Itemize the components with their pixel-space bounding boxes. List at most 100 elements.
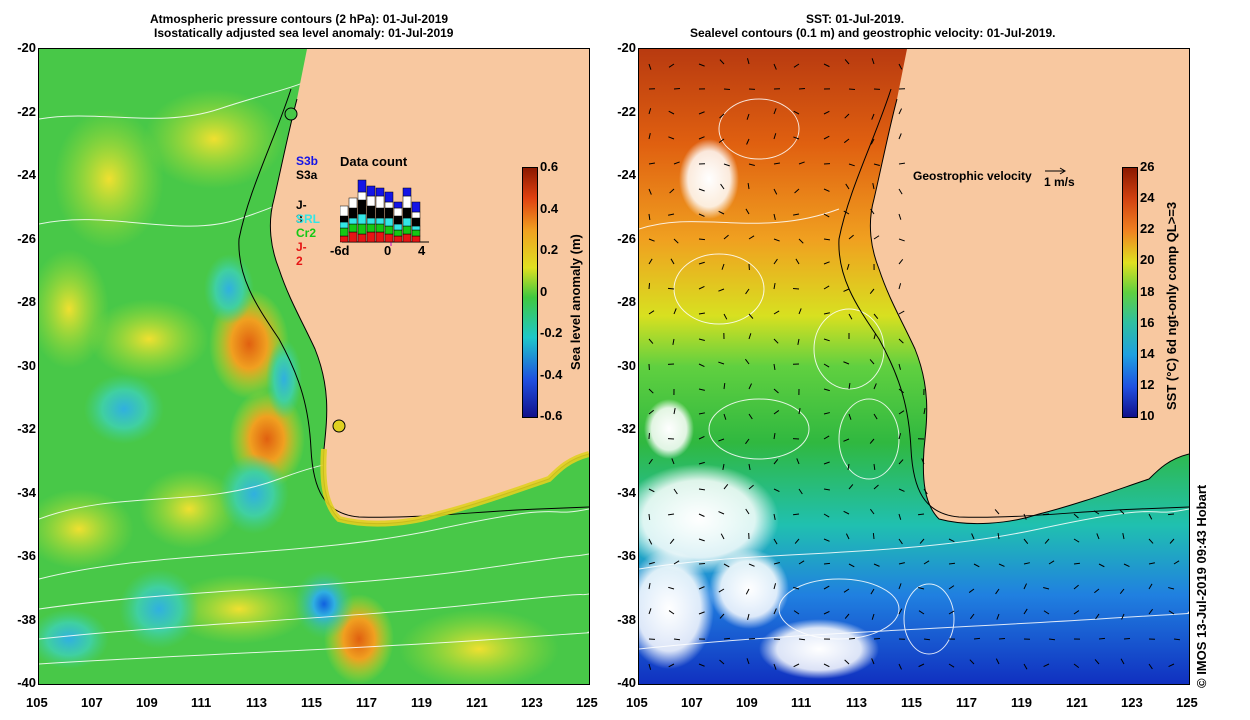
x-tick-label: 117	[356, 695, 377, 710]
velocity-arrow	[823, 513, 830, 518]
velocity-arrow	[793, 213, 800, 216]
histogram-bar-segment	[411, 201, 421, 213]
x-tick-label: 109	[736, 695, 758, 710]
sst-map[interactable]	[638, 48, 1190, 685]
velocity-arrow	[898, 562, 905, 565]
velocity-arrow	[648, 213, 651, 221]
satellite-legend-item: S3a	[296, 168, 318, 182]
sea-level-colorbar	[522, 167, 538, 418]
velocity-arrow	[923, 638, 931, 641]
velocity-arrow	[870, 588, 875, 595]
station-marker[interactable]	[284, 107, 298, 121]
histogram-bar-segment	[366, 217, 376, 225]
velocity-arrow	[698, 611, 705, 615]
velocity-arrow	[898, 310, 905, 315]
histogram-bar-segment	[357, 233, 367, 243]
velocity-arrow	[948, 663, 955, 668]
velocity-arrow	[745, 358, 750, 365]
velocity-arrow	[773, 432, 776, 440]
velocity-arrow	[997, 532, 1000, 540]
velocity-arrow	[773, 188, 778, 195]
velocity-arrow	[1043, 663, 1050, 668]
velocity-arrow	[948, 538, 955, 543]
velocity-arrow	[1148, 538, 1154, 544]
x-tick-label: 119	[411, 695, 432, 710]
velocity-arrow	[823, 412, 830, 415]
velocity-arrow	[773, 338, 779, 344]
velocity-arrow	[848, 484, 854, 490]
sst-colorbar-label: SST (°C) 6d ngt-only comp QL>=3	[1164, 201, 1179, 410]
velocity-arrow	[698, 286, 705, 290]
velocity-arrow	[823, 585, 830, 590]
velocity-arrow	[1167, 513, 1175, 516]
velocity-arrow	[698, 586, 705, 590]
histogram-bar-segment	[411, 225, 421, 231]
sea-level-anomaly-map[interactable]	[38, 48, 590, 685]
x-tick-label: 115	[301, 695, 322, 710]
australia-landmass	[270, 49, 589, 524]
histogram-bar-segment	[411, 211, 421, 219]
right-title-line2: Sealevel contours (0.1 m) and geostrophi…	[690, 26, 1056, 40]
velocity-arrow	[873, 563, 880, 567]
velocity-arrow	[698, 261, 705, 265]
velocity-arrow	[648, 258, 653, 265]
velocity-arrow	[793, 136, 800, 140]
y-tick-label: -40	[17, 675, 36, 690]
histogram-bar-segment	[366, 231, 376, 243]
histogram-bar-segment	[393, 201, 403, 209]
velocity-arrow	[1123, 563, 1130, 567]
velocity-arrow	[773, 162, 781, 165]
velocity-arrow	[1023, 663, 1028, 670]
velocity-arrow	[719, 59, 725, 65]
station-marker[interactable]	[332, 419, 346, 433]
velocity-arrow	[747, 613, 750, 620]
velocity-arrow	[720, 183, 725, 190]
velocity-arrow	[898, 410, 905, 415]
satellite-legend-item: J-3	[296, 198, 307, 226]
histogram-bar-segment	[411, 217, 421, 227]
histogram-bar-segment	[348, 217, 358, 225]
velocity-arrow	[1073, 610, 1080, 615]
velocity-arrow	[823, 461, 830, 465]
histogram-bar-segment	[375, 223, 385, 233]
x-tick-label: 107	[681, 695, 703, 710]
velocity-arrow	[921, 458, 925, 465]
histogram-bar-segment	[366, 185, 376, 197]
velocity-arrow	[848, 563, 855, 568]
histogram-bar-segment	[402, 217, 412, 227]
velocity-arrow	[773, 410, 780, 415]
y-tick-label: -24	[17, 167, 36, 182]
left-title-line1: Atmospheric pressure contours (2 hPa): 0…	[150, 12, 449, 26]
velocity-arrow	[843, 138, 850, 144]
x-tick-label: 123	[521, 695, 543, 710]
velocity-arrow	[1173, 638, 1181, 641]
velocity-arrow	[698, 63, 705, 67]
velocity-arrow	[668, 110, 675, 115]
velocity-arrow	[873, 637, 881, 640]
histogram-bar-segment	[357, 191, 367, 201]
colorbar-tick-label: 14	[1140, 345, 1155, 361]
velocity-arrow	[698, 136, 705, 140]
velocity-arrow	[1096, 533, 1100, 540]
velocity-arrow	[898, 488, 905, 492]
velocity-arrow	[698, 461, 705, 465]
velocity-arrow	[898, 188, 903, 195]
velocity-arrow	[648, 63, 652, 70]
x-tick-label: 105	[26, 695, 48, 710]
velocity-arrow	[843, 288, 850, 292]
velocity-arrow	[923, 560, 930, 565]
velocity-arrow	[869, 438, 875, 444]
velocity-scale-label: 1 m/s	[1044, 175, 1075, 189]
velocity-arrow	[648, 108, 652, 115]
velocity-arrow	[1023, 583, 1028, 590]
velocity-arrow	[848, 413, 852, 420]
x-tick-label: 123	[1121, 695, 1143, 710]
velocity-arrow	[823, 285, 830, 290]
velocity-arrow	[746, 138, 750, 145]
velocity-arrow	[848, 382, 851, 390]
y-tick-label: -22	[617, 103, 636, 119]
velocity-arrow	[823, 238, 831, 241]
colorbar-tick-label: -0.6	[540, 408, 563, 423]
histogram-bar-segment	[340, 205, 349, 217]
velocity-arrow	[793, 586, 800, 590]
